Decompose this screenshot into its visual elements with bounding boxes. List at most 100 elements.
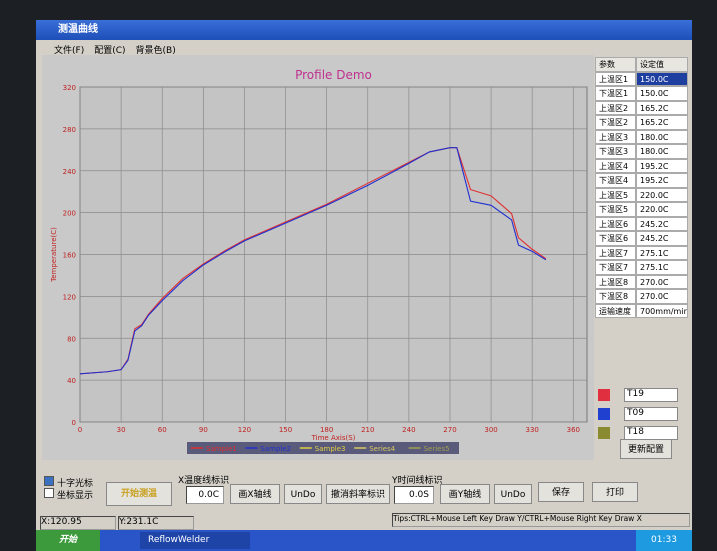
print-button[interactable]: 打印 bbox=[592, 482, 638, 502]
table-cell: 150.0C bbox=[636, 86, 688, 101]
header-cell: 设定值 bbox=[636, 57, 688, 72]
channel-swatch bbox=[598, 408, 610, 420]
table-cell: 上温区1 bbox=[595, 71, 636, 86]
update-button[interactable]: 更新配置 bbox=[620, 439, 672, 459]
y-tick-label: 200 bbox=[63, 210, 76, 218]
table-cell: 下温区7 bbox=[595, 260, 636, 275]
draw-x-button[interactable]: 画X轴线 bbox=[230, 484, 280, 504]
status-y: Y:231.1C bbox=[118, 516, 194, 530]
start-button[interactable]: 开始测温 bbox=[106, 482, 172, 506]
table-cell: 245.2C bbox=[636, 231, 688, 246]
y-tick-label: 80 bbox=[67, 335, 76, 343]
table-row: 下温区2 165.2C bbox=[595, 115, 688, 130]
x-tick-label: 60 bbox=[158, 426, 167, 434]
legend-label: Sample2 bbox=[260, 445, 291, 453]
table-row: 上温区2 165.2C bbox=[595, 100, 688, 115]
table-cell: 195.2C bbox=[636, 158, 688, 173]
save-button[interactable]: 保存 bbox=[538, 482, 584, 502]
title-bar: 测温曲线 bbox=[36, 20, 692, 40]
status-x: X:120.95 bbox=[40, 516, 116, 530]
undo-button[interactable]: UnDo bbox=[284, 484, 322, 504]
taskbar: 开始 ReflowWelder 01:33 bbox=[36, 530, 692, 551]
menu-item[interactable]: 背景色(B) bbox=[135, 46, 176, 56]
x-tick-label: 210 bbox=[361, 426, 374, 434]
table-cell: 270.0C bbox=[636, 274, 688, 289]
channel-list: T19 T09 T18 bbox=[598, 388, 688, 445]
table-cell: 上温区3 bbox=[595, 129, 636, 144]
table-cell: 180.0C bbox=[636, 144, 688, 159]
channel-row: T19 bbox=[598, 388, 688, 402]
table-row: 下温区6 245.2C bbox=[595, 231, 688, 246]
channel-select[interactable]: T19 bbox=[624, 388, 678, 402]
table-cell: 180.0C bbox=[636, 129, 688, 144]
menu-bar: 文件(F) 配置(C) 背景色(B) bbox=[54, 43, 186, 56]
x-tick-label: 180 bbox=[320, 426, 333, 434]
channel-swatch bbox=[598, 389, 610, 401]
table-row: 上温区8 270.0C bbox=[595, 274, 688, 289]
draw-y-button[interactable]: 画Y轴线 bbox=[440, 484, 490, 504]
table-cell: 上温区4 bbox=[595, 158, 636, 173]
x-tick-label: 0 bbox=[78, 426, 82, 434]
y-axis-label: Temperature(C) bbox=[50, 227, 58, 283]
x-mark-label: X温度线标识 bbox=[178, 476, 230, 486]
x-tick-label: 30 bbox=[117, 426, 126, 434]
x-tick-label: 330 bbox=[526, 426, 539, 434]
chart-title: Profile Demo bbox=[295, 68, 372, 82]
table-row: 运输速度 700mm/min bbox=[595, 303, 688, 318]
table-cell: 700mm/min bbox=[636, 303, 688, 318]
table-cell: 下温区8 bbox=[595, 289, 636, 304]
header-cell: 参数 bbox=[595, 57, 636, 72]
table-cell: 165.2C bbox=[636, 115, 688, 130]
coords-label: 坐标显示 bbox=[57, 491, 94, 501]
crosshair-label: 十字光标 bbox=[57, 479, 94, 489]
table-cell: 270.0C bbox=[636, 289, 688, 304]
app-window: 测温曲线 文件(F) 配置(C) 背景色(B) Profile Demo 0 40 80 1… bbox=[36, 20, 692, 530]
table-row: 上温区7 275.1C bbox=[595, 245, 688, 260]
x-tick-label: 150 bbox=[279, 426, 292, 434]
table-row: 上温区4 195.2C bbox=[595, 158, 688, 173]
y-tick-label: 320 bbox=[63, 84, 76, 92]
crosshair-check[interactable]: 十字光标 bbox=[44, 476, 93, 489]
channel-row: T18 bbox=[598, 426, 688, 440]
series-line bbox=[79, 147, 547, 375]
task-button[interactable]: ReflowWelder bbox=[140, 532, 250, 549]
table-cell: 275.1C bbox=[636, 260, 688, 275]
chart: Profile Demo 0 40 80 120 160 200 240 280 320 0 30 60… bbox=[42, 55, 594, 460]
coords-check[interactable]: 坐标显示 bbox=[44, 488, 93, 501]
table-cell: 上温区8 bbox=[595, 274, 636, 289]
legend-label: Series4 bbox=[369, 445, 396, 453]
status-tips: Tips:CTRL+Mouse Left Key Draw Y/CTRL+Mou… bbox=[392, 513, 690, 527]
channel-select[interactable]: T09 bbox=[624, 407, 678, 421]
y-input[interactable]: 0.0S bbox=[394, 486, 434, 504]
undo-button[interactable]: UnDo bbox=[494, 484, 532, 504]
table-row: 下温区8 270.0C bbox=[595, 289, 688, 304]
legend-box bbox=[187, 442, 459, 454]
clock: 01:33 bbox=[636, 530, 692, 551]
table-row: 下温区4 195.2C bbox=[595, 173, 688, 188]
y-tick-label: 40 bbox=[67, 377, 76, 385]
channel-select[interactable]: T18 bbox=[624, 426, 678, 440]
table-cell: 195.2C bbox=[636, 173, 688, 188]
table-row: 下温区3 180.0C bbox=[595, 144, 688, 159]
y-tick-label: 0 bbox=[72, 419, 76, 427]
x-tick-label: 270 bbox=[443, 426, 456, 434]
start-menu[interactable]: 开始 bbox=[36, 530, 100, 551]
y-mark-label: Y时间线标识 bbox=[392, 476, 443, 486]
channel-swatch bbox=[598, 427, 610, 439]
x-tick-label: 120 bbox=[238, 426, 251, 434]
table-row: 下温区7 275.1C bbox=[595, 260, 688, 275]
table-cell: 下温区4 bbox=[595, 173, 636, 188]
table-cell: 上温区7 bbox=[595, 245, 636, 260]
table-cell: 下温区2 bbox=[595, 115, 636, 130]
y-tick-label: 160 bbox=[63, 252, 76, 260]
undo-slope-button[interactable]: 撤消斜率标识 bbox=[326, 484, 390, 504]
param-table: 参数 设定值 上温区1 150.0C 下温区1 150.0C 上温区2 165.2C 下温区2 1… bbox=[595, 57, 688, 318]
x-input[interactable]: 0.0C bbox=[186, 486, 224, 504]
menu-item[interactable]: 文件(F) bbox=[54, 46, 85, 56]
table-cell: 上温区5 bbox=[595, 187, 636, 202]
menu-item[interactable]: 配置(C) bbox=[94, 46, 126, 56]
table-cell: 245.2C bbox=[636, 216, 688, 231]
x-tick-label: 300 bbox=[484, 426, 497, 434]
y-tick-label: 240 bbox=[63, 168, 76, 176]
